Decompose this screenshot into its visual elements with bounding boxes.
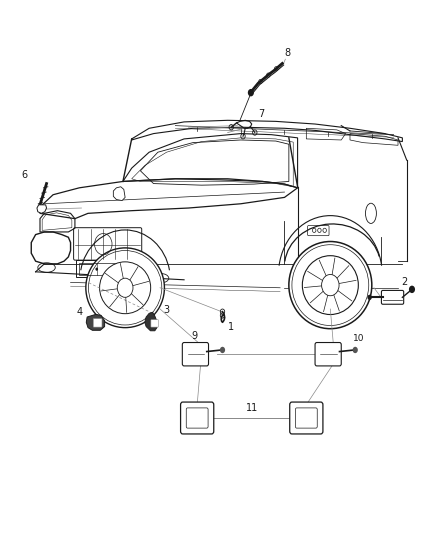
FancyBboxPatch shape bbox=[290, 402, 323, 434]
Text: 3: 3 bbox=[163, 305, 170, 315]
Circle shape bbox=[367, 295, 372, 300]
Text: 7: 7 bbox=[258, 109, 265, 119]
FancyBboxPatch shape bbox=[93, 319, 102, 327]
Text: 11: 11 bbox=[246, 403, 258, 413]
Ellipse shape bbox=[302, 256, 358, 314]
Text: 9: 9 bbox=[191, 331, 197, 341]
FancyBboxPatch shape bbox=[151, 320, 158, 327]
Bar bbox=[79, 263, 117, 275]
FancyBboxPatch shape bbox=[182, 343, 208, 366]
Text: 4: 4 bbox=[76, 307, 82, 317]
FancyBboxPatch shape bbox=[180, 402, 214, 434]
Polygon shape bbox=[113, 187, 125, 200]
Polygon shape bbox=[145, 312, 157, 331]
Circle shape bbox=[220, 347, 225, 353]
Text: 1: 1 bbox=[228, 322, 234, 332]
Text: 8: 8 bbox=[285, 48, 291, 58]
Text: 10: 10 bbox=[353, 334, 364, 343]
FancyBboxPatch shape bbox=[381, 290, 404, 304]
Circle shape bbox=[95, 268, 98, 271]
Text: 2: 2 bbox=[402, 277, 408, 287]
Circle shape bbox=[248, 89, 254, 96]
Ellipse shape bbox=[99, 262, 151, 314]
Circle shape bbox=[321, 274, 339, 296]
FancyBboxPatch shape bbox=[315, 343, 341, 366]
Text: 6: 6 bbox=[21, 170, 28, 180]
Polygon shape bbox=[86, 314, 105, 330]
Circle shape bbox=[117, 278, 133, 297]
Polygon shape bbox=[37, 205, 46, 213]
Circle shape bbox=[353, 347, 358, 353]
Ellipse shape bbox=[86, 248, 164, 328]
Ellipse shape bbox=[289, 241, 372, 329]
Circle shape bbox=[409, 286, 415, 293]
